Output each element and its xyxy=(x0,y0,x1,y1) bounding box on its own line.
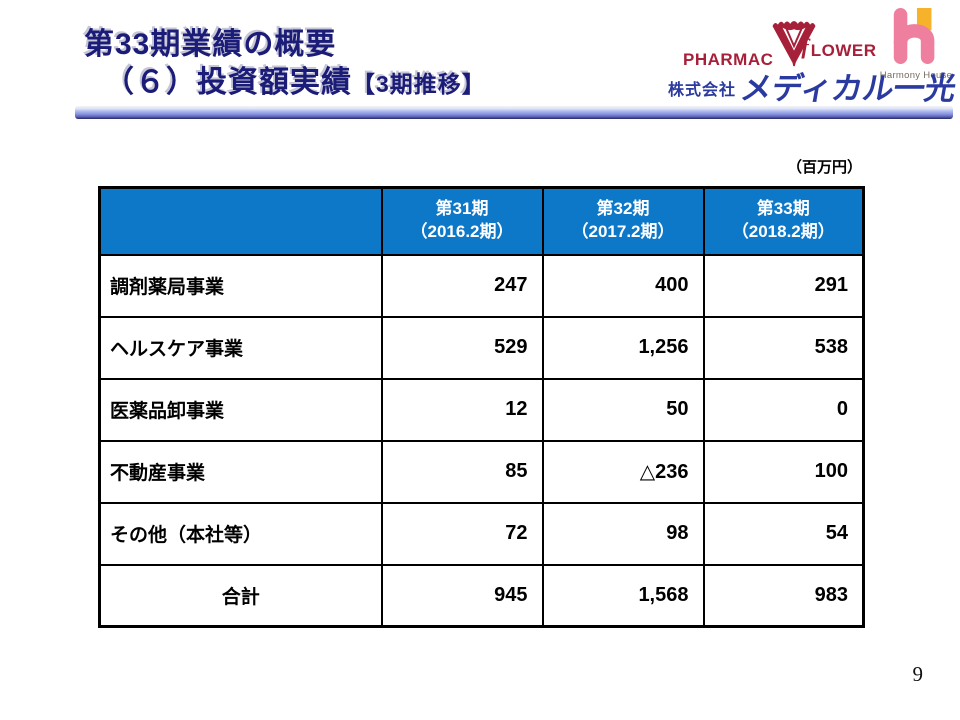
table-row: 不動産事業 85 △236 100 xyxy=(98,439,865,504)
row-label: その他（本社等） xyxy=(98,501,383,566)
row-label: ヘルスケア事業 xyxy=(98,315,383,380)
table-row: ヘルスケア事業 529 1,256 538 xyxy=(98,315,865,380)
header-year-label: （2018.2期） xyxy=(731,222,835,242)
total-label: 合計 xyxy=(98,563,383,628)
row-label: 不動産事業 xyxy=(98,439,383,504)
harmony-house-caption: Harmony House xyxy=(879,70,953,81)
row-value: 247 xyxy=(380,253,544,318)
row-label: 調剤薬局事業 xyxy=(98,253,383,318)
table-header-period-32: 第32期 （2017.2期） xyxy=(541,186,705,256)
row-value: △236 xyxy=(541,439,705,504)
row-value: 400 xyxy=(541,253,705,318)
table-row: 医薬品卸事業 12 50 0 xyxy=(98,377,865,442)
row-value: 100 xyxy=(702,439,865,504)
tulip-flower-icon xyxy=(772,21,816,67)
table-row: その他（本社等） 72 98 54 xyxy=(98,501,865,566)
investment-table: 第31期 （2016.2期） 第32期 （2017.2期） 第33期 （2018… xyxy=(98,186,865,628)
pharmacy-logo-text-left: PHARMAC xyxy=(683,50,774,69)
company-logo: 株式会社 メディカル一光 xyxy=(668,71,959,106)
row-value: 54 xyxy=(702,501,865,566)
company-prefix: 株式会社 xyxy=(668,82,737,99)
slide-title-line2-main: （６）投資額実績 xyxy=(104,66,352,100)
harmony-house-h-icon xyxy=(893,8,935,64)
row-value: 50 xyxy=(541,377,705,442)
total-value: 945 xyxy=(380,563,544,628)
slide-title-line1: 第33期業績の概要 xyxy=(84,28,337,61)
total-value: 983 xyxy=(702,563,865,628)
row-value: 85 xyxy=(380,439,544,504)
title-divider-bar xyxy=(75,106,953,119)
slide-title-line2-suffix: 【3期推移】 xyxy=(352,71,486,98)
harmony-house-logo: Harmony House xyxy=(877,8,955,81)
pharmacy-logo-script-f: f xyxy=(801,34,809,59)
row-value: 0 xyxy=(702,377,865,442)
table-total-row: 合計 945 1,568 983 xyxy=(98,563,865,628)
row-value: 98 xyxy=(541,501,705,566)
company-name: メディカル一光 xyxy=(737,71,959,106)
table-header-row: 第31期 （2016.2期） 第32期 （2017.2期） 第33期 （2018… xyxy=(98,186,865,256)
table-header-period-31: 第31期 （2016.2期） xyxy=(380,186,544,256)
header-year-label: （2017.2期） xyxy=(571,222,675,242)
header-period-label: 第33期 xyxy=(756,199,810,219)
row-value: 72 xyxy=(380,501,544,566)
row-value: 529 xyxy=(380,315,544,380)
header-year-label: （2016.2期） xyxy=(410,222,514,242)
row-value: 538 xyxy=(702,315,865,380)
title-block: 第33期業績の概要 （６）投資額実績【3期推移】 xyxy=(84,26,486,103)
row-value: 12 xyxy=(380,377,544,442)
page-number: 9 xyxy=(912,662,924,686)
header-period-label: 第32期 xyxy=(596,199,650,219)
row-value: 1,256 xyxy=(541,315,705,380)
table-corner-cell xyxy=(98,186,383,256)
slide-title-line2: （６）投資額実績【3期推移】 xyxy=(104,64,486,102)
pharmacy-logo-text-right: LOWER xyxy=(810,41,877,60)
table-row: 調剤薬局事業 247 400 291 xyxy=(98,253,865,318)
header-period-label: 第31期 xyxy=(435,199,489,219)
table-header-period-33: 第33期 （2018.2期） xyxy=(702,186,865,256)
unit-label: （百万円） xyxy=(786,159,862,176)
row-value: 291 xyxy=(702,253,865,318)
pharmacy-flower-logo: PHARMAC f LOWER xyxy=(683,12,877,70)
row-label: 医薬品卸事業 xyxy=(98,377,383,442)
total-value: 1,568 xyxy=(541,563,705,628)
